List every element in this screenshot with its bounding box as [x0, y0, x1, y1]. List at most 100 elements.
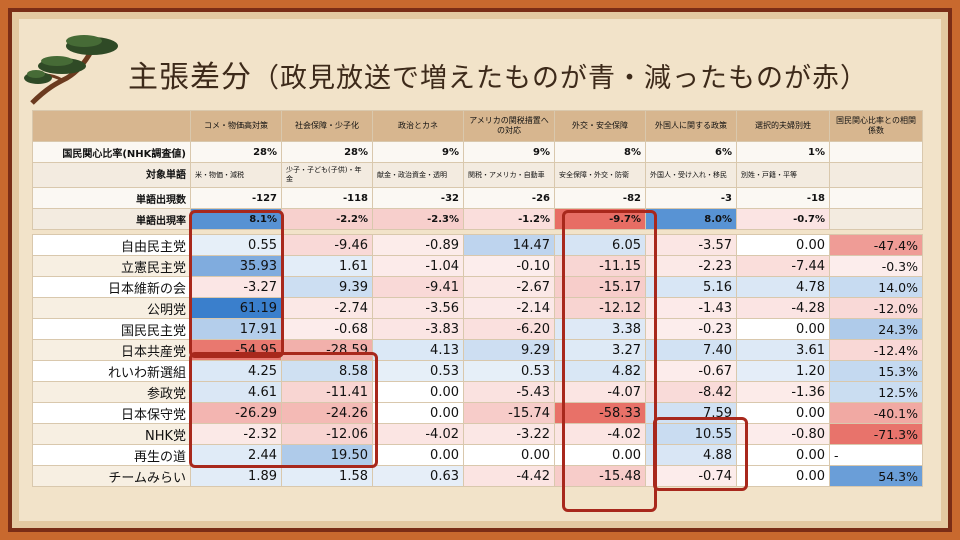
value-cell: -1.36	[736, 381, 830, 403]
value-cell: 0.53	[372, 360, 464, 382]
value-cell: 0.00	[736, 318, 830, 340]
value-cell: -0.23	[645, 318, 737, 340]
value-cell: 1.61	[281, 255, 373, 277]
value-cell: 61.19	[190, 297, 282, 319]
party-name: 公明党	[32, 297, 191, 319]
value-cell: -15.74	[463, 402, 555, 424]
value-cell: 1.20	[736, 360, 830, 382]
correlation-cell: 54.3%	[829, 465, 923, 487]
party-row: れいわ新選組 4.25 8.58 0.53 0.53 4.82 -0.67 1.20 15.3%	[32, 360, 923, 382]
value-cell: 10.55	[645, 423, 737, 445]
value-cell: 4.25	[190, 360, 282, 382]
value-cell: -4.02	[372, 423, 464, 445]
correlation-cell: -	[829, 444, 923, 466]
info-cell	[829, 162, 923, 188]
info-cell: 米・物価・減税	[190, 162, 282, 188]
value-cell: 14.47	[463, 234, 555, 256]
column-header: 国民関心比率との相関係数	[829, 110, 923, 142]
info-row: 単語出現数 -127 -118 -32 -26 -82 -3 -18	[32, 187, 923, 209]
value-cell: -0.89	[372, 234, 464, 256]
value-cell: -15.48	[554, 465, 646, 487]
header-corner	[32, 110, 191, 142]
value-cell: -2.74	[281, 297, 373, 319]
correlation-cell: 14.0%	[829, 276, 923, 298]
correlation-cell: 15.3%	[829, 360, 923, 382]
value-cell: -11.15	[554, 255, 646, 277]
value-cell: -11.41	[281, 381, 373, 403]
value-cell: 0.00	[372, 381, 464, 403]
value-cell: 6.05	[554, 234, 646, 256]
header-row: コメ・物価高対策 社会保障・少子化 政治とカネ アメリカの関税措置への対応 外交・安全保…	[32, 110, 923, 142]
party-name: 国民民主党	[32, 318, 191, 340]
value-cell: -24.26	[281, 402, 373, 424]
value-cell: -15.17	[554, 276, 646, 298]
value-cell: 0.53	[463, 360, 555, 382]
correlation-cell: -47.4%	[829, 234, 923, 256]
info-cell: -9.7%	[554, 208, 646, 230]
correlation-cell: -0.3%	[829, 255, 923, 277]
info-cell: -18	[736, 187, 830, 209]
value-cell: 4.78	[736, 276, 830, 298]
slide-title: 主張差分（政見放送で増えたものが青・減ったものが赤）	[128, 52, 868, 95]
party-row: 日本共産党 -54.95 -28.59 4.13 9.29 3.27 7.40 3.61 -12…	[32, 339, 923, 361]
party-name: 再生の道	[32, 444, 191, 466]
info-cell: 1%	[736, 141, 830, 163]
party-row: 日本維新の会 -3.27 9.39 -9.41 -2.67 -15.17 5.16 4.78 1…	[32, 276, 923, 298]
info-cell: 別姓・戸籍・平等	[736, 162, 830, 188]
info-row-label: 国民関心比率(NHK調査値)	[32, 141, 191, 163]
value-cell: -0.67	[645, 360, 737, 382]
info-row: 単語出現率 8.1% -2.2% -2.3% -1.2% -9.7% 8.0% -0.7%	[32, 208, 923, 230]
value-cell: -0.10	[463, 255, 555, 277]
party-row: 参政党 4.61 -11.41 0.00 -5.43 -4.07 -8.42 -1.36 12.…	[32, 381, 923, 403]
column-header: 政治とカネ	[372, 110, 464, 142]
title-main: 主張差分	[128, 60, 252, 95]
value-cell: -4.42	[463, 465, 555, 487]
party-name: 参政党	[32, 381, 191, 403]
data-table: コメ・物価高対策 社会保障・少子化 政治とカネ アメリカの関税措置への対応 外交・安全保…	[32, 110, 923, 487]
info-cell: -2.3%	[372, 208, 464, 230]
value-cell: 4.13	[372, 339, 464, 361]
value-cell: -2.23	[645, 255, 737, 277]
party-row: 再生の道 2.44 19.50 0.00 0.00 0.00 4.88 0.00-	[32, 444, 923, 466]
info-row: 国民関心比率(NHK調査値) 28% 28% 9% 9% 8% 6% 1%	[32, 141, 923, 163]
value-cell: 7.59	[645, 402, 737, 424]
party-row: 日本保守党 -26.29 -24.26 0.00 -15.74 -58.33 7.59 0.0…	[32, 402, 923, 424]
party-row: 立憲民主党 35.93 1.61 -1.04 -0.10 -11.15 -2.23 -7.44…	[32, 255, 923, 277]
info-cell: -32	[372, 187, 464, 209]
value-cell: 0.00	[736, 444, 830, 466]
value-cell: -8.42	[645, 381, 737, 403]
info-cell: 8.1%	[190, 208, 282, 230]
value-cell: 0.63	[372, 465, 464, 487]
value-cell: -58.33	[554, 402, 646, 424]
column-header: 社会保障・少子化	[281, 110, 373, 142]
info-cell: 9%	[463, 141, 555, 163]
info-cell: 外国人・受け入れ・移民	[645, 162, 737, 188]
value-cell: 19.50	[281, 444, 373, 466]
value-cell: -6.20	[463, 318, 555, 340]
party-row: 公明党 61.19 -2.74 -3.56 -2.14 -12.12 -1.43 -4.28-…	[32, 297, 923, 319]
value-cell: -3.22	[463, 423, 555, 445]
value-cell: 4.88	[645, 444, 737, 466]
value-cell: 7.40	[645, 339, 737, 361]
value-cell: -3.27	[190, 276, 282, 298]
value-cell: 17.91	[190, 318, 282, 340]
value-cell: 0.00	[372, 402, 464, 424]
value-cell: -12.06	[281, 423, 373, 445]
value-cell: 0.00	[554, 444, 646, 466]
value-cell: 35.93	[190, 255, 282, 277]
value-cell: -1.04	[372, 255, 464, 277]
value-cell: -0.68	[281, 318, 373, 340]
value-cell: -5.43	[463, 381, 555, 403]
party-name: 日本維新の会	[32, 276, 191, 298]
info-cell: 6%	[645, 141, 737, 163]
value-cell: -2.32	[190, 423, 282, 445]
value-cell: -12.12	[554, 297, 646, 319]
correlation-cell: -71.3%	[829, 423, 923, 445]
value-cell: -28.59	[281, 339, 373, 361]
info-cell: 9%	[372, 141, 464, 163]
value-cell: 2.44	[190, 444, 282, 466]
info-row: 対象単語 米・物価・減税 少子・子ども(子供)・年金 献金・政治資金・透明 関税・アメリ…	[32, 162, 923, 188]
correlation-cell: -40.1%	[829, 402, 923, 424]
info-cell	[829, 208, 923, 230]
party-name: 自由民主党	[32, 234, 191, 256]
